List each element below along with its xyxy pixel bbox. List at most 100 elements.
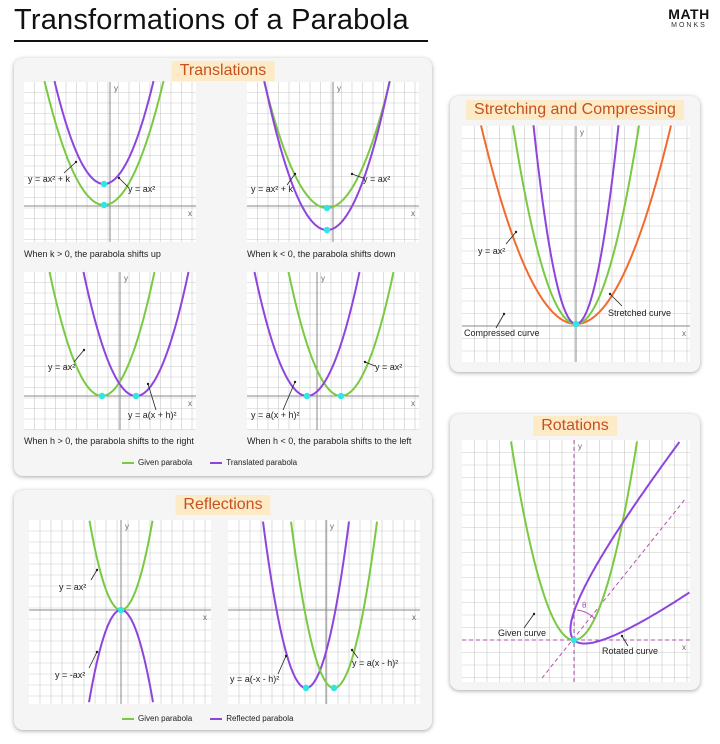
label-leader-line bbox=[351, 173, 364, 179]
translation-caption-shift-down: When k < 0, the parabola shifts down bbox=[247, 249, 396, 259]
label-given-curve: y = ax² + k bbox=[28, 174, 71, 184]
legend-label-translated: Translated parabola bbox=[226, 458, 298, 467]
vertex-shifted bbox=[303, 392, 311, 400]
rotation-angle-label: θ bbox=[582, 601, 587, 610]
rotation-angle-arc bbox=[576, 609, 596, 620]
rotation-graph: x y θ Given curve Rotated curve bbox=[462, 440, 690, 682]
label-leader-line bbox=[523, 613, 535, 629]
x-axis-label: x bbox=[412, 613, 416, 622]
label-leader-tip bbox=[293, 172, 297, 176]
rotated-axis-dashed bbox=[541, 497, 687, 679]
label-leader-line bbox=[364, 361, 376, 367]
vertex-given bbox=[337, 392, 345, 400]
translation-graph-shift-up: x y y = ax² + k y = ax² bbox=[24, 80, 196, 242]
translations-title: Translations bbox=[171, 61, 275, 81]
translations-legend: Given parabola Translated parabola bbox=[122, 458, 297, 467]
label-other-curve: y = ax² bbox=[363, 174, 390, 184]
vertex-given bbox=[100, 201, 108, 209]
y-axis-label: y bbox=[578, 442, 582, 451]
label-stretched-curve: Stretched curve bbox=[608, 308, 671, 318]
x-axis-label: x bbox=[203, 613, 207, 622]
y-axis-label: y bbox=[580, 128, 584, 137]
label-leader-line bbox=[505, 231, 517, 245]
logo-sub-text: MONKS bbox=[671, 22, 707, 29]
stretching-panel: Stretching and Compressing x y y = ax² Stre… bbox=[450, 96, 700, 372]
label-leader-line bbox=[609, 293, 623, 307]
legend-swatch-translated bbox=[210, 461, 223, 464]
legend-swatch-given bbox=[122, 717, 134, 720]
page-title: Transformations of a Parabola bbox=[14, 4, 409, 36]
x-axis-label: x bbox=[682, 643, 686, 652]
translation-graph-shift-down: x y y = ax² + k y = ax² bbox=[247, 80, 419, 242]
stretching-graph: x y y = ax² Stretched curve Compressed curve bbox=[462, 125, 690, 362]
label-given-curve: y = a(x + h)² bbox=[251, 410, 300, 420]
vertex-point bbox=[570, 636, 578, 644]
translations-panel: Translations x y y = ax² + k y = ax² When k… bbox=[14, 58, 432, 476]
logo-main-text: MATH bbox=[668, 6, 710, 22]
label-leader-line bbox=[147, 383, 157, 411]
curve-rotated bbox=[569, 441, 690, 645]
label-leader-tip bbox=[620, 634, 624, 638]
grid-lines bbox=[228, 520, 420, 704]
label-leader-line bbox=[90, 569, 98, 581]
label-other-curve: y = ax² bbox=[128, 184, 155, 194]
label-compressed-curve: Compressed curve bbox=[464, 328, 540, 338]
label-leader-line bbox=[88, 651, 98, 669]
label-rotated-curve: Rotated curve bbox=[602, 646, 658, 656]
graph-background bbox=[228, 520, 420, 704]
translation-caption-shift-left: When h < 0, the parabola shifts to the l… bbox=[247, 436, 412, 446]
reflections-legend: Given parabola Reflected parabola bbox=[122, 714, 293, 723]
x-axis-label: x bbox=[411, 209, 415, 218]
legend-label-reflected: Reflected parabola bbox=[226, 714, 294, 723]
vertex-shifted bbox=[100, 180, 108, 188]
y-axis-label: y bbox=[330, 522, 334, 531]
label-leader-line bbox=[63, 161, 77, 174]
title-underline bbox=[14, 40, 428, 42]
label-leader-line bbox=[73, 349, 85, 363]
rotations-title: Rotations bbox=[533, 416, 617, 436]
label-leader-tip bbox=[514, 230, 518, 234]
label-given-curve: Given curve bbox=[498, 628, 546, 638]
translation-caption-shift-right: When h > 0, the parabola shifts to the r… bbox=[24, 436, 194, 446]
label-leader-tip bbox=[350, 648, 354, 652]
reflection-graph-horizontal: x y y = a(-x - h)² y = a(x - h)² bbox=[228, 520, 420, 704]
label-left-curve: y = a(-x - h)² bbox=[230, 674, 279, 684]
label-given-curve: y = ax² bbox=[48, 362, 75, 372]
vertex-reflected bbox=[302, 684, 310, 692]
logo: MATH MONKS bbox=[664, 6, 714, 29]
translation-graph-shift-right: x y y = ax² y = a(x + h)² bbox=[24, 271, 196, 430]
vertex-point bbox=[117, 606, 125, 614]
x-axis-label: x bbox=[682, 329, 686, 338]
x-axis-label: x bbox=[188, 209, 192, 218]
label-leader-tip bbox=[293, 380, 297, 384]
vertex-shifted bbox=[323, 226, 331, 234]
x-axis-label: x bbox=[411, 399, 415, 408]
legend-swatch-reflected bbox=[210, 717, 223, 720]
y-axis-label: y bbox=[337, 84, 341, 93]
label-other-curve: y = a(x + h)² bbox=[128, 410, 177, 420]
y-axis-label: y bbox=[321, 274, 325, 283]
label-other-curve: y = ax² bbox=[375, 362, 402, 372]
label-base-curve: y = ax² bbox=[478, 246, 505, 256]
translation-graph-shift-left: x y y = a(x + h)² y = ax² bbox=[247, 271, 419, 430]
x-axis-label: x bbox=[188, 399, 192, 408]
y-axis-label: y bbox=[124, 274, 128, 283]
rotations-panel: Rotations x y θ Given curve Rotated curve bbox=[450, 414, 700, 690]
label-leader-tip bbox=[532, 612, 536, 616]
label-leader-line bbox=[118, 177, 129, 188]
label-right-curve: y = a(x - h)² bbox=[352, 658, 398, 668]
label-leader-tip bbox=[502, 312, 506, 316]
label-top-curve: y = ax² bbox=[59, 582, 86, 592]
vertex-given bbox=[330, 684, 338, 692]
label-leader-line bbox=[282, 381, 296, 411]
label-leader-tip bbox=[146, 382, 150, 386]
label-bottom-curve: y = -ax² bbox=[55, 670, 85, 680]
legend-swatch-given bbox=[122, 461, 134, 464]
label-leader-tip bbox=[363, 360, 367, 364]
label-leader-tip bbox=[82, 348, 86, 352]
label-leader-tip bbox=[74, 160, 78, 164]
reflections-title: Reflections bbox=[175, 495, 271, 515]
y-axis-label: y bbox=[125, 522, 129, 531]
vertex-given bbox=[323, 204, 331, 212]
label-leader-tip bbox=[117, 176, 121, 180]
